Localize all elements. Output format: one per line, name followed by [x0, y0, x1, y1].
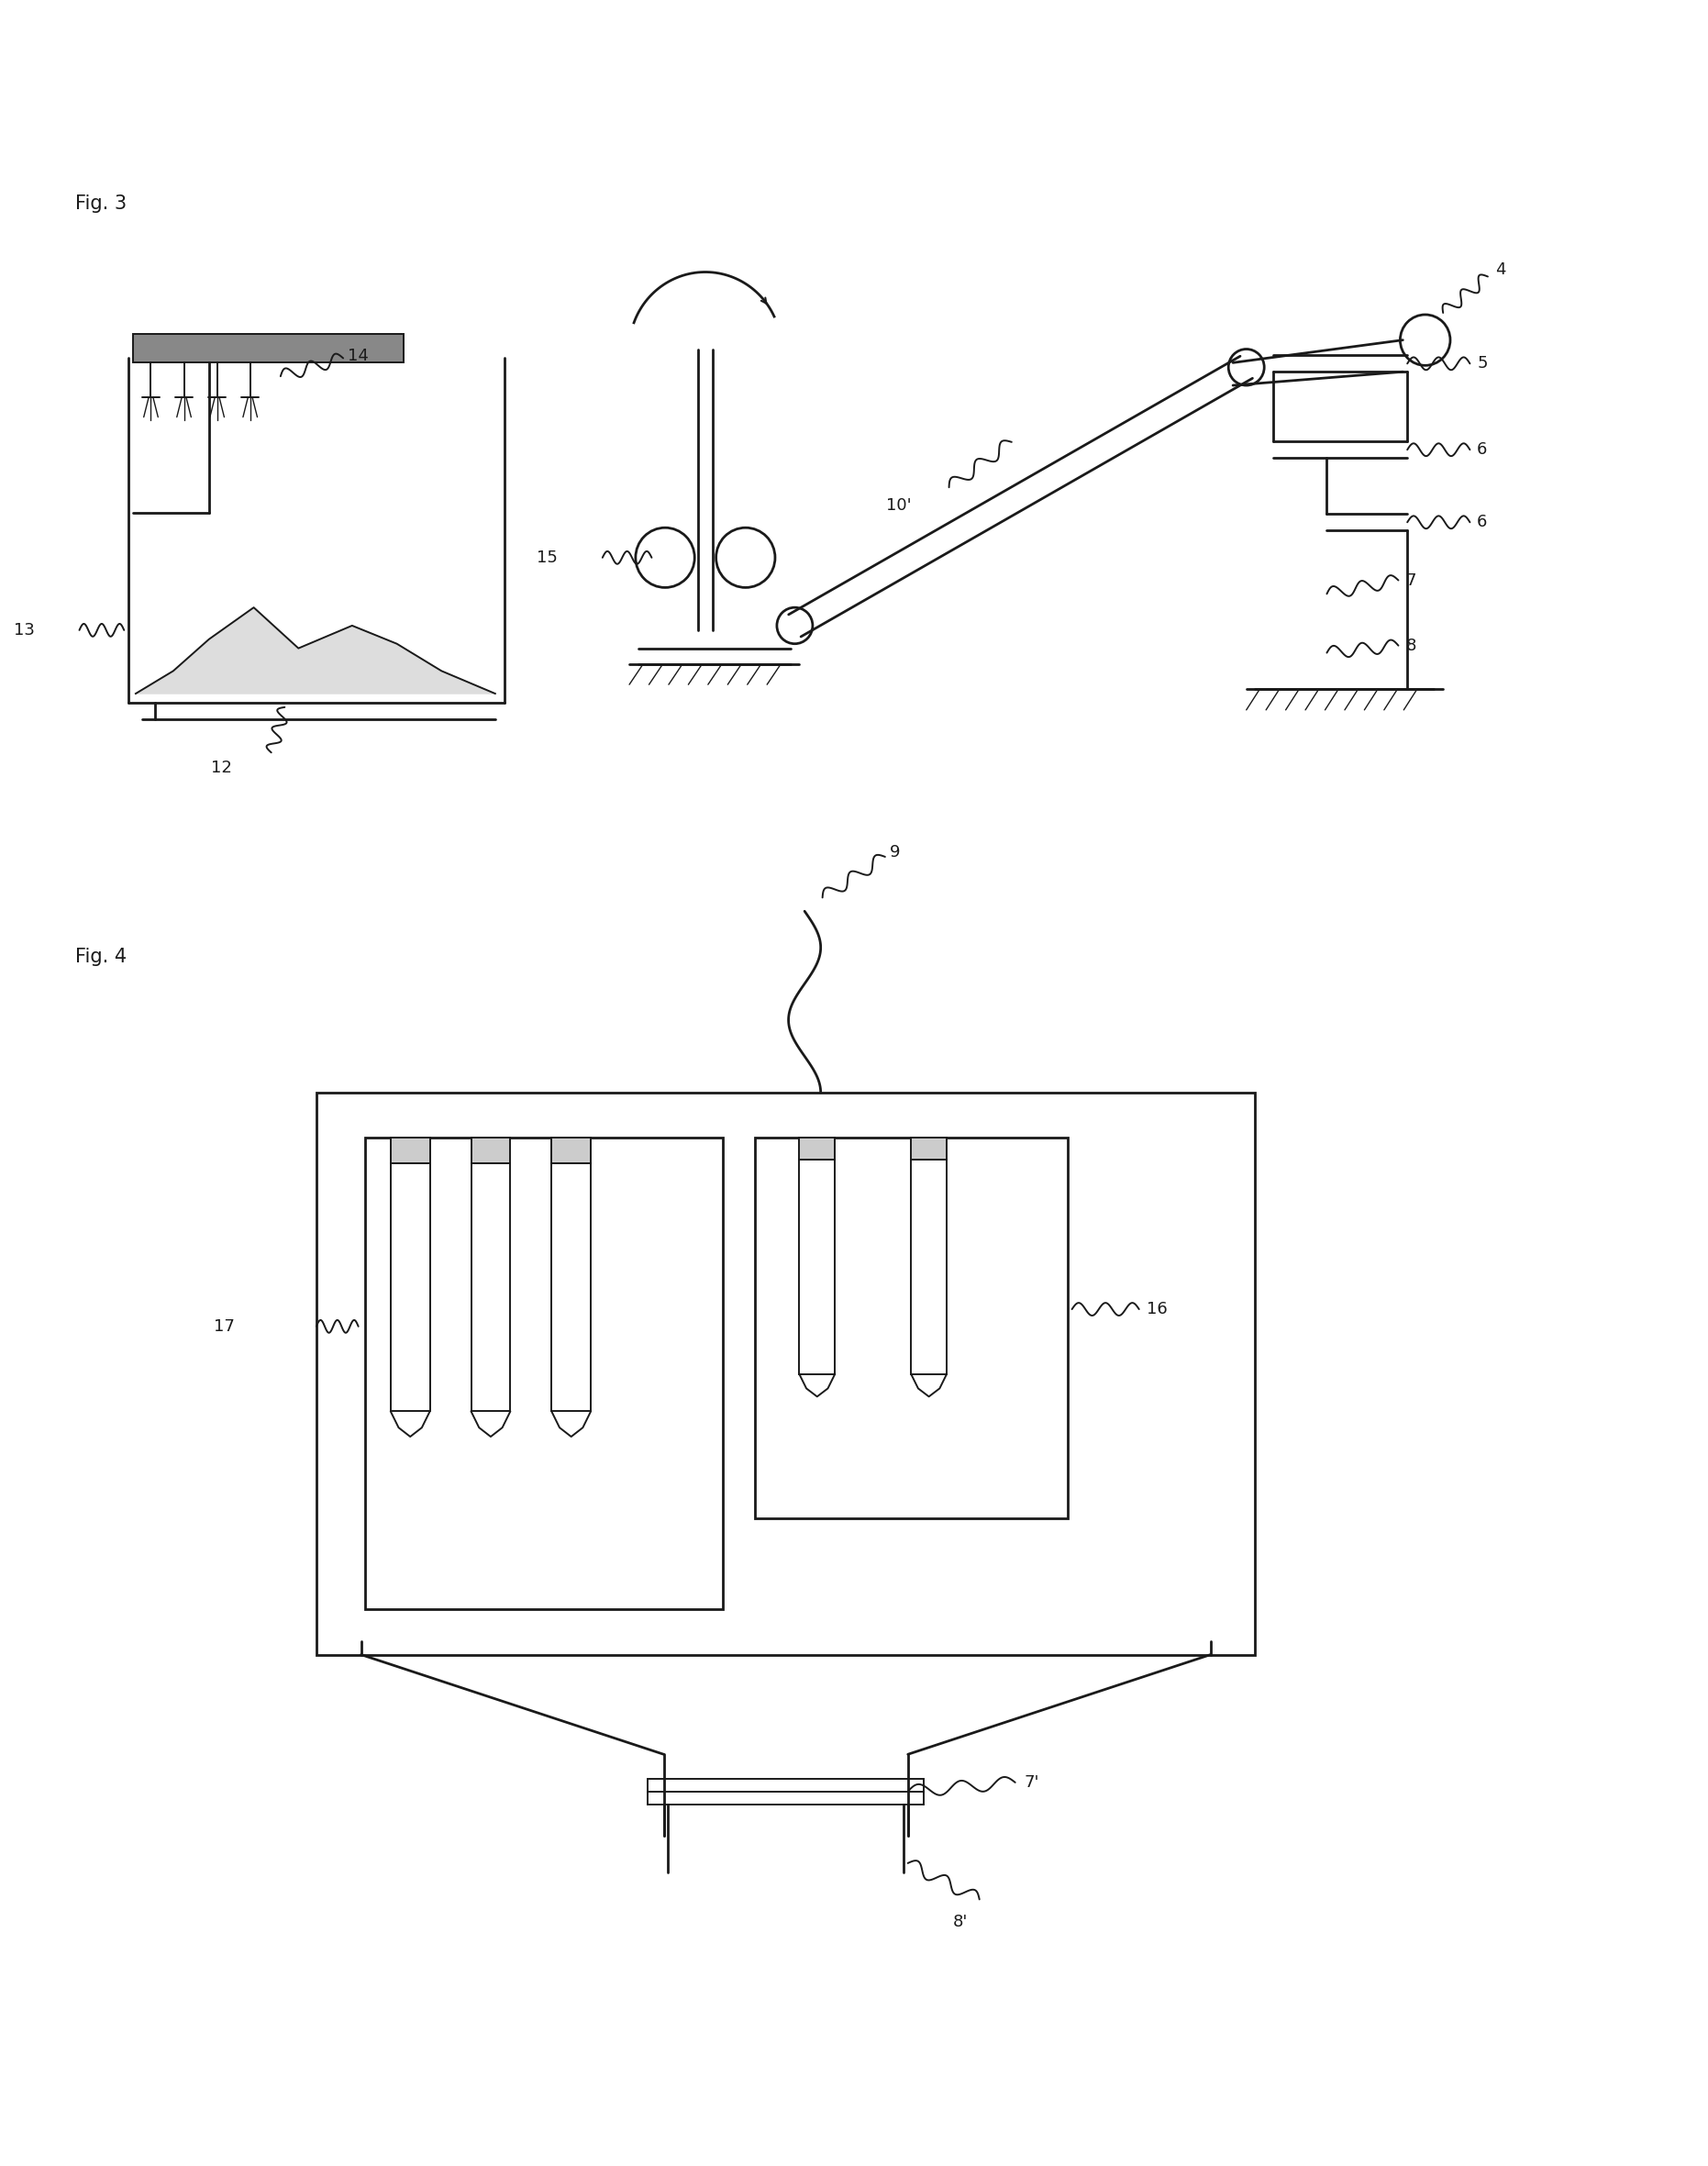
Text: 6: 6 — [1477, 442, 1488, 457]
Bar — [366, 1137, 722, 1609]
Text: 6: 6 — [1477, 513, 1488, 531]
Bar — [391, 1163, 430, 1412]
Bar — [755, 1137, 1068, 1518]
Text: 12: 12 — [212, 760, 232, 775]
Text: 7: 7 — [1406, 572, 1416, 589]
Text: 8: 8 — [1406, 637, 1416, 654]
Text: Fig. 4: Fig. 4 — [75, 947, 126, 966]
Text: 10': 10' — [886, 498, 912, 513]
Bar — [910, 1137, 946, 1159]
Text: 4: 4 — [1494, 262, 1505, 277]
Bar — [471, 1137, 511, 1163]
Text: 13: 13 — [14, 622, 34, 639]
Text: 5: 5 — [1477, 355, 1488, 373]
Text: Fig. 3: Fig. 3 — [75, 195, 126, 212]
Text: 9: 9 — [890, 845, 900, 860]
Bar — [316, 1092, 1255, 1655]
Text: 8': 8' — [953, 1915, 968, 1930]
Bar — [552, 1163, 591, 1412]
Bar — [391, 1137, 430, 1163]
Bar — [910, 1159, 946, 1373]
Bar — [647, 1778, 924, 1804]
Text: 7': 7' — [1025, 1774, 1038, 1791]
Bar — [552, 1137, 591, 1163]
Bar — [133, 334, 403, 362]
Text: 17: 17 — [214, 1319, 234, 1334]
Bar — [799, 1137, 835, 1159]
Polygon shape — [135, 606, 495, 693]
Bar — [799, 1159, 835, 1373]
Bar — [471, 1163, 511, 1412]
Text: 14: 14 — [348, 349, 369, 364]
Text: 16: 16 — [1146, 1302, 1167, 1317]
Text: 15: 15 — [536, 550, 559, 565]
